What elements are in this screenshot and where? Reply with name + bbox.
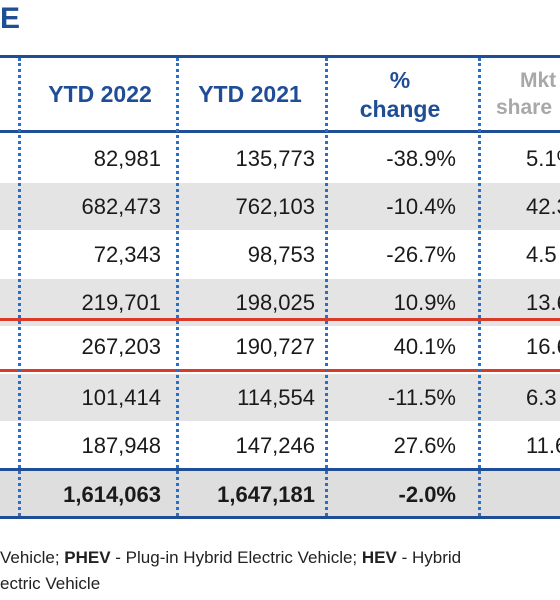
cell-mkt-share: 11.6 xyxy=(526,432,560,458)
cell-ytd-2022: 219,701 xyxy=(81,289,161,315)
table-header: YTD 2022 YTD 2021 % change Mkt share xyxy=(0,58,560,131)
cell-pct-change: 40.1% xyxy=(393,333,456,359)
table-title: E xyxy=(0,2,21,35)
cell-ytd-2022: 72,343 xyxy=(93,241,161,267)
cell-pct-change: -10.4% xyxy=(386,193,456,219)
footnote-abbr-phev: PHEV xyxy=(64,548,111,567)
total-ytd-2022: 1,614,063 xyxy=(63,481,161,507)
table-row-highlighted: 267,203 190,727 40.1% 16.6 xyxy=(0,323,560,370)
cell-mkt-share: 13.6 xyxy=(526,289,560,315)
cell-ytd-2022: 682,473 xyxy=(81,193,161,219)
cell-mkt-share: 4.5 xyxy=(526,241,557,267)
header-mkt-share: Mkt share xyxy=(490,58,560,131)
table-row: 101,414 114,554 -11.5% 6.3 xyxy=(0,374,560,421)
column-separator xyxy=(325,58,328,516)
cell-ytd-2022: 267,203 xyxy=(81,333,161,359)
cell-pct-change: -26.7% xyxy=(386,241,456,267)
cell-ytd-2022: 82,981 xyxy=(93,145,161,171)
header-ytd-2022: YTD 2022 xyxy=(48,81,152,108)
column-separator xyxy=(176,58,179,516)
header-pct-change: % change xyxy=(330,58,470,131)
table-top-rule xyxy=(0,55,560,58)
total-pct-change: -2.0% xyxy=(398,481,456,507)
cell-ytd-2021: 114,554 xyxy=(237,384,315,410)
header-pct-label: change xyxy=(359,95,441,122)
total-row: 1,614,063 1,647,181 -2.0% xyxy=(0,471,560,518)
header-mkt-line2: share xyxy=(496,95,553,119)
footnote-text: Vehicle; xyxy=(0,548,65,567)
cell-ytd-2021: 98,753 xyxy=(247,241,315,267)
table-row: 82,981 135,773 -38.9% 5.1% xyxy=(0,135,560,182)
footnote-text: - Hybrid xyxy=(396,548,462,567)
table-row: 72,343 98,753 -26.7% 4.5 xyxy=(0,231,560,278)
cell-ytd-2022: 187,948 xyxy=(81,432,161,458)
cell-mkt-share: 6.3 xyxy=(526,384,557,410)
header-mkt-line1: Mkt xyxy=(520,69,557,93)
cell-ytd-2021: 190,727 xyxy=(235,333,315,359)
cell-pct-change: -38.9% xyxy=(386,145,456,171)
column-separator xyxy=(18,58,21,516)
header-pct-symbol: % xyxy=(389,66,411,93)
footnote-line-2: ectric Vehicle xyxy=(0,574,101,593)
table-row: 187,948 147,246 27.6% 11.6 xyxy=(0,422,560,469)
header-bottom-rule xyxy=(0,130,560,133)
cell-ytd-2021: 135,773 xyxy=(235,145,315,171)
cell-ytd-2021: 762,103 xyxy=(235,193,315,219)
footnote-line-1: Vehicle; PHEV - Plug-in Hybrid Electric … xyxy=(0,548,461,568)
total-top-rule xyxy=(0,468,560,471)
highlight-bottom-line xyxy=(0,369,560,372)
cell-ytd-2022: 101,414 xyxy=(81,384,161,410)
cell-mkt-share: 5.1% xyxy=(526,145,560,171)
cell-pct-change: 27.6% xyxy=(393,432,456,458)
footnote-abbr-hev: HEV xyxy=(361,548,397,567)
total-mkt-share xyxy=(480,471,560,518)
table-row: 682,473 762,103 -10.4% 42.3 xyxy=(0,183,560,230)
total-ytd-2021: 1,647,181 xyxy=(217,481,315,507)
column-separator xyxy=(478,58,481,516)
cell-mkt-share: 16.6 xyxy=(526,333,560,359)
footnote-text: - Plug-in Hybrid Electric Vehicle; xyxy=(110,548,362,567)
header-ytd-2021: YTD 2021 xyxy=(198,81,302,108)
cell-pct-change: 10.9% xyxy=(393,289,456,315)
cell-pct-change: -11.5% xyxy=(387,384,456,410)
highlight-top-line xyxy=(0,318,560,321)
cell-ytd-2021: 147,246 xyxy=(235,432,315,458)
cell-ytd-2021: 198,025 xyxy=(235,289,315,315)
table-bottom-rule xyxy=(0,516,560,519)
cell-mkt-share: 42.3 xyxy=(526,193,560,219)
